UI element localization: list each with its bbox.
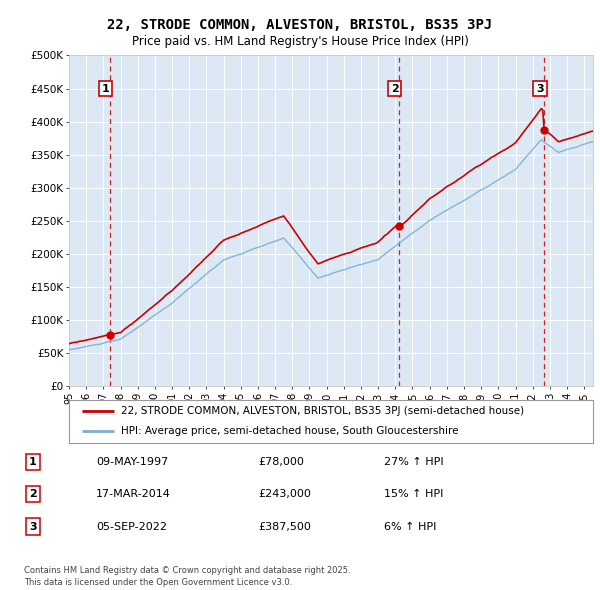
Text: 22, STRODE COMMON, ALVESTON, BRISTOL, BS35 3PJ: 22, STRODE COMMON, ALVESTON, BRISTOL, BS… [107,18,493,32]
Text: 05-SEP-2022: 05-SEP-2022 [96,522,167,532]
Text: 15% ↑ HPI: 15% ↑ HPI [384,489,443,499]
Text: Contains HM Land Registry data © Crown copyright and database right 2025.: Contains HM Land Registry data © Crown c… [24,566,350,575]
Text: £243,000: £243,000 [258,489,311,499]
Text: 17-MAR-2014: 17-MAR-2014 [96,489,171,499]
Text: HPI: Average price, semi-detached house, South Gloucestershire: HPI: Average price, semi-detached house,… [121,426,459,436]
Text: 2: 2 [29,489,37,499]
Text: 22, STRODE COMMON, ALVESTON, BRISTOL, BS35 3PJ (semi-detached house): 22, STRODE COMMON, ALVESTON, BRISTOL, BS… [121,407,524,417]
Text: £78,000: £78,000 [258,457,304,467]
Text: Price paid vs. HM Land Registry's House Price Index (HPI): Price paid vs. HM Land Registry's House … [131,35,469,48]
Text: 3: 3 [536,84,544,94]
Text: 09-MAY-1997: 09-MAY-1997 [96,457,168,467]
Text: 6% ↑ HPI: 6% ↑ HPI [384,522,436,532]
Text: 27% ↑ HPI: 27% ↑ HPI [384,457,443,467]
Text: £387,500: £387,500 [258,522,311,532]
Text: This data is licensed under the Open Government Licence v3.0.: This data is licensed under the Open Gov… [24,578,292,587]
Text: 3: 3 [29,522,37,532]
Text: 2: 2 [391,84,398,94]
Text: 1: 1 [101,84,109,94]
Text: 1: 1 [29,457,37,467]
